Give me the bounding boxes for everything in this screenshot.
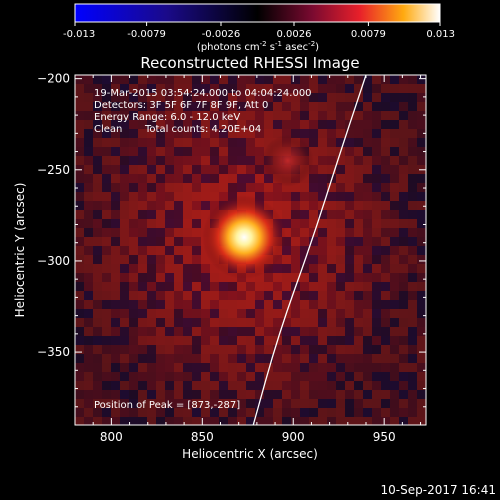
x-tick-label: 900: [282, 430, 305, 444]
y-axis-label: Heliocentric Y (arcsec): [13, 183, 27, 318]
colorbar-tick-label: -0.0026: [202, 29, 241, 40]
plot-frame: [74, 74, 427, 426]
energy-range-text: Energy Range: 6.0 - 12.0 keV: [94, 112, 240, 123]
colorbar-tick-label: -0.0079: [127, 29, 166, 40]
chart-title: Reconstructed RHESSI Image: [140, 54, 359, 72]
x-tick-label: 850: [191, 430, 214, 444]
clean-text: Clean: [94, 124, 122, 135]
x-tick-label: 800: [100, 430, 123, 444]
peak-source: [202, 195, 287, 280]
solar-limb: [252, 75, 367, 425]
y-tick-label: −350: [37, 345, 70, 359]
colorbar-strip: [74, 3, 441, 23]
colorbar-tick-label: 0.0026: [277, 29, 312, 40]
footer-timestamp: 10-Sep-2017 16:41: [381, 483, 496, 497]
y-tick-label: −250: [37, 163, 70, 177]
total-counts-text: Total counts: 4.20E+04: [144, 124, 261, 135]
colorbar-ticks: -0.013 -0.0079 -0.0026 0.0026 0.0079 0.013: [63, 22, 455, 40]
secondary-source: [261, 134, 314, 187]
colorbar-tick-label: 0.013: [426, 29, 455, 40]
x-axis-label: Heliocentric X (arcsec): [182, 447, 318, 461]
y-tick-label: −300: [37, 254, 70, 268]
axis-ticks: 800 850 900 950 −200 −250 −300 −350: [37, 72, 426, 444]
image-pixels: [75, 75, 426, 425]
colorbar-tick-label: 0.0079: [351, 29, 386, 40]
y-tick-label: −200: [37, 72, 70, 86]
peak-position-text: Position of Peak = [873,-287]: [94, 400, 240, 411]
plot-area: 800 850 900 950 −200 −250 −300 −350: [37, 72, 427, 444]
colorbar: -0.013 -0.0079 -0.0026 0.0026 0.0079 0.013 (p…: [63, 3, 455, 53]
detectors-text: Detectors: 3F 5F 6F 7F 8F 9F, Att 0: [94, 100, 268, 111]
colorbar-label: (photons cm-2 s-1 asec-2): [197, 40, 319, 53]
x-tick-label: 950: [373, 430, 396, 444]
annotations: 19-Mar-2015 03:54:24.000 to 04:04:24.000…: [94, 88, 312, 411]
colorbar-tick-label: -0.013: [63, 29, 95, 40]
time-range-text: 19-Mar-2015 03:54:24.000 to 04:04:24.000: [94, 88, 312, 99]
